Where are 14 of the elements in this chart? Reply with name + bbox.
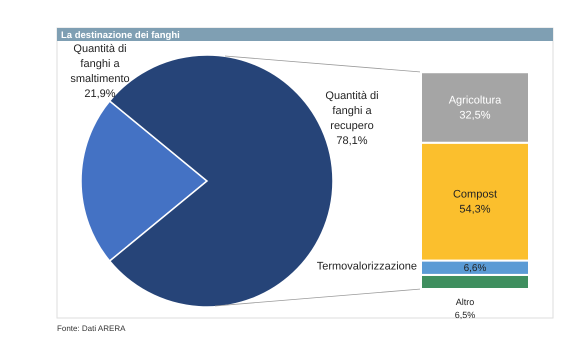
source-note: Fonte: Dati ARERA — [57, 324, 126, 333]
slice-label: Quantità di fanghi a recupero — [325, 90, 379, 132]
data-label: 6,5% — [454, 310, 476, 320]
data-label: 6,6% — [464, 263, 487, 274]
data-label: 54,3% — [459, 204, 491, 216]
data-label: 21,9% — [84, 88, 116, 100]
series-label: Termovalorizzazione — [316, 260, 417, 273]
chart-title: La destinazione dei fanghi — [61, 30, 180, 41]
series-label: Compost — [452, 188, 498, 201]
data-label: 32,5% — [459, 109, 491, 122]
data-label: 78,1% — [336, 135, 368, 147]
series-label: Altro — [456, 297, 474, 307]
series-label: Agricoltura — [448, 94, 502, 106]
slice-label: Quantità di fanghi a smaltimento — [70, 43, 130, 85]
